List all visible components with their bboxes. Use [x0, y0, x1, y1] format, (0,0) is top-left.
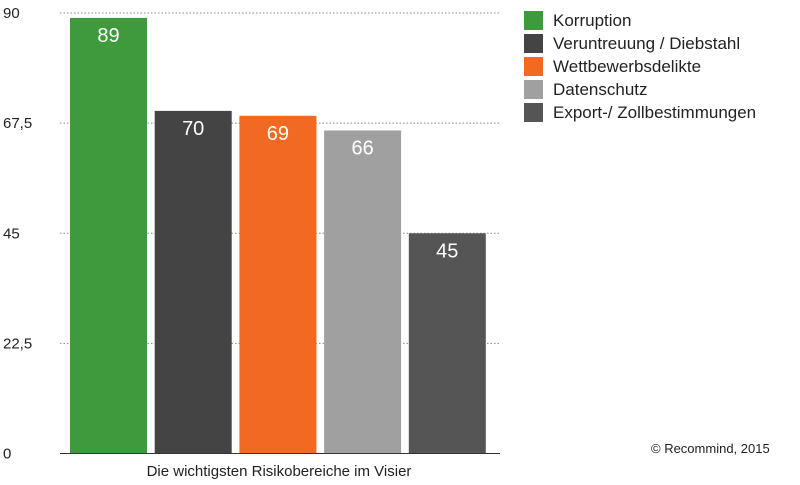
bar-3 — [239, 115, 317, 454]
bar-value-label: 66 — [351, 137, 373, 159]
legend-label: Datenschutz — [553, 79, 648, 99]
y-tick-label: 90 — [3, 5, 20, 22]
bar-2 — [154, 110, 232, 454]
bar-value-label: 45 — [436, 240, 458, 262]
legend-swatch — [524, 57, 543, 76]
bars — [70, 17, 486, 454]
data-labels: 89 70 69 66 45 — [97, 25, 458, 262]
y-tick-label: 45 — [3, 225, 20, 242]
copyright-notice: © Recommind, 2015 — [651, 441, 770, 456]
y-tick-label: 67,5 — [3, 115, 32, 132]
legend-label: Export-/ Zollbestimmungen — [553, 102, 757, 122]
bar-4 — [324, 130, 402, 454]
y-ticks: 0 22,5 45 67,5 90 — [3, 5, 32, 463]
y-tick-label: 22,5 — [3, 335, 32, 352]
legend-item-korruption: Korruption — [524, 9, 756, 32]
bar-value-label: 70 — [182, 118, 204, 140]
legend-item-veruntreuung: Veruntreuung / Diebstahl — [524, 32, 756, 55]
legend-label: Wettbewerbsdelikte — [553, 56, 702, 76]
legend-swatch — [524, 34, 543, 53]
legend-label: Korruption — [553, 10, 632, 30]
bar-1 — [70, 17, 147, 454]
bar-5 — [408, 233, 486, 454]
legend-swatch — [524, 80, 543, 99]
bar-value-label: 69 — [267, 123, 289, 145]
legend-swatch — [524, 103, 543, 122]
legend-item-wettbewerbsdelikte: Wettbewerbsdelikte — [524, 55, 756, 78]
y-tick-label: 0 — [3, 446, 11, 463]
legend-item-export: Export-/ Zollbestimmungen — [524, 101, 756, 124]
legend: Korruption Veruntreuung / Diebstahl Wett… — [524, 9, 756, 124]
legend-item-datenschutz: Datenschutz — [524, 78, 756, 101]
legend-swatch — [524, 11, 543, 30]
x-axis-label: Die wichtigsten Risikobereiche im Visier — [147, 463, 412, 480]
legend-label: Veruntreuung / Diebstahl — [553, 33, 741, 53]
bar-value-label: 89 — [97, 25, 119, 47]
